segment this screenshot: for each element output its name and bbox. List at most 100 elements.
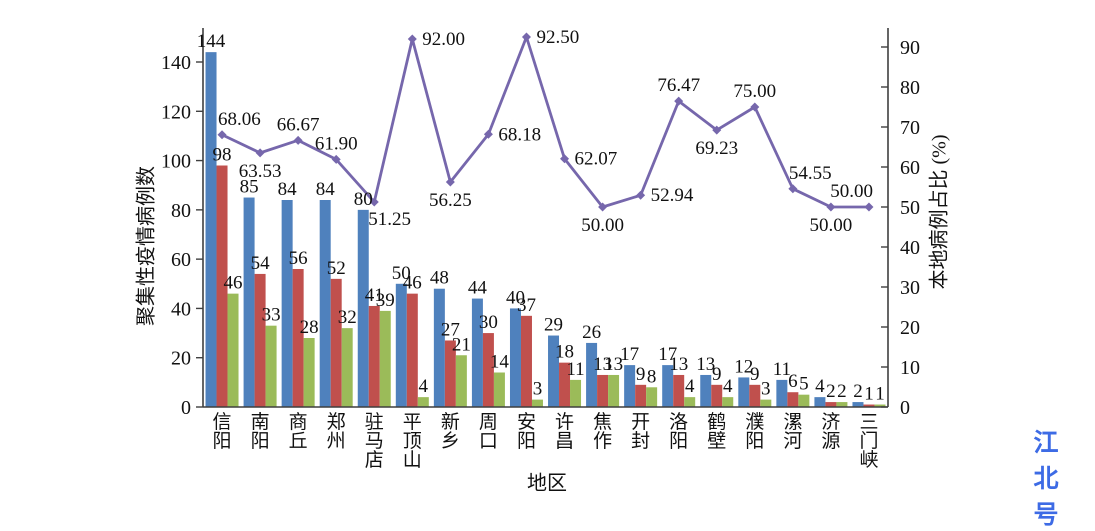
line-marker — [217, 130, 227, 140]
bar — [662, 365, 674, 407]
bar — [798, 394, 810, 407]
bar — [493, 372, 505, 407]
right-axis-title: 本地病例占比 (%) — [928, 134, 951, 290]
y-right-tick-label: 70 — [900, 117, 920, 139]
bar — [281, 200, 293, 407]
bar-value-label: 13 — [669, 354, 688, 375]
bar-value-label: 46 — [403, 273, 422, 294]
bar — [406, 293, 418, 407]
x-axis-title: 地区 — [527, 472, 567, 495]
line-value-label: 50.00 — [810, 215, 853, 236]
bar-value-label: 4 — [419, 376, 429, 397]
bar-value-label: 80 — [354, 189, 373, 210]
y-right-tick-label: 90 — [900, 37, 920, 59]
bar — [265, 325, 277, 407]
bar-value-label: 3 — [761, 379, 771, 400]
bar-value-label: 48 — [430, 268, 449, 289]
line-marker — [331, 154, 341, 164]
bar — [417, 397, 429, 407]
bar-value-label: 144 — [197, 31, 226, 52]
x-category-label: 商丘 — [289, 411, 308, 452]
watermark: 江北号 — [1033, 429, 1060, 529]
combo-chart: 0204060801001201400102030405060708090信阳南… — [161, 27, 920, 471]
line-value-label: 92.00 — [422, 29, 465, 50]
line-value-label: 68.18 — [498, 124, 541, 145]
bar — [243, 197, 255, 407]
bar-value-label: 5 — [799, 374, 809, 395]
x-category-label: 郑州 — [327, 411, 346, 452]
bar — [863, 404, 875, 407]
bar — [482, 333, 494, 407]
line-value-label: 69.23 — [695, 138, 738, 159]
bar — [368, 305, 380, 407]
bar — [673, 374, 685, 407]
bar-value-label: 37 — [517, 295, 536, 316]
x-category-label: 平顶山 — [403, 412, 422, 471]
bar — [548, 335, 560, 407]
x-category-label: 漯河 — [783, 411, 802, 452]
y-left-tick-label: 20 — [171, 348, 191, 370]
line-value-label: 75.00 — [733, 81, 776, 102]
bar-value-label: 1 — [875, 384, 885, 405]
y-left-tick-label: 60 — [171, 249, 191, 271]
x-category-label: 三门峡 — [859, 412, 878, 471]
line-marker — [636, 190, 646, 200]
x-category-label: 洛阳 — [669, 411, 688, 452]
y-right-tick-label: 50 — [900, 197, 920, 219]
bar — [646, 387, 658, 407]
line-marker — [407, 34, 417, 44]
bar-value-label: 3 — [533, 379, 543, 400]
bar — [836, 402, 848, 407]
line-marker — [521, 32, 531, 42]
bar — [330, 278, 342, 407]
bar — [471, 298, 483, 407]
x-category-label: 济源 — [821, 411, 840, 452]
bar — [455, 355, 467, 407]
line-value-label: 52.94 — [651, 185, 694, 206]
bar — [635, 384, 647, 407]
bar — [319, 200, 331, 407]
left-axis-title: 聚集性疫情病例数 — [135, 166, 158, 326]
bar — [379, 310, 391, 407]
x-category-label: 鹤壁 — [707, 411, 726, 452]
bar — [874, 404, 886, 407]
line-marker — [788, 184, 798, 194]
y-left-tick-label: 80 — [171, 200, 191, 222]
bar-value-label: 84 — [278, 179, 298, 200]
y-right-tick-label: 10 — [900, 357, 920, 379]
bar — [341, 328, 353, 407]
bar — [760, 399, 772, 407]
bar-value-label: 33 — [262, 305, 281, 326]
line-value-label: 66.67 — [277, 114, 320, 135]
bar-value-label: 11 — [773, 359, 791, 380]
line-marker — [750, 102, 760, 112]
line-value-label: 68.06 — [218, 109, 261, 130]
bar-value-label: 8 — [647, 366, 657, 387]
bar-value-label: 14 — [490, 352, 510, 373]
bar — [738, 377, 750, 407]
bar — [749, 384, 761, 407]
bar-value-label: 26 — [582, 322, 601, 343]
line-marker — [369, 197, 379, 207]
bar-value-label: 9 — [636, 364, 646, 385]
line-value-label: 92.50 — [536, 27, 579, 48]
bar — [205, 52, 217, 408]
x-category-label: 信阳 — [213, 411, 232, 452]
bar — [444, 340, 456, 407]
bar-value-label: 56 — [289, 248, 308, 269]
line-value-label: 62.07 — [575, 149, 618, 170]
bar-value-label: 12 — [734, 356, 753, 377]
x-category-label: 周口 — [479, 412, 498, 452]
bar — [254, 273, 266, 407]
line-value-label: 76.47 — [657, 75, 700, 96]
bar-value-label: 2 — [837, 381, 847, 402]
bar-value-label: 6 — [788, 371, 798, 392]
bar-value-label: 1 — [864, 384, 874, 405]
bar — [608, 374, 620, 407]
bar — [303, 338, 315, 407]
bar-value-label: 27 — [441, 319, 460, 340]
line-marker — [255, 148, 265, 158]
x-category-label: 驻马店 — [365, 411, 384, 471]
bar-value-label: 39 — [376, 290, 395, 311]
y-right-tick-label: 40 — [900, 237, 920, 259]
